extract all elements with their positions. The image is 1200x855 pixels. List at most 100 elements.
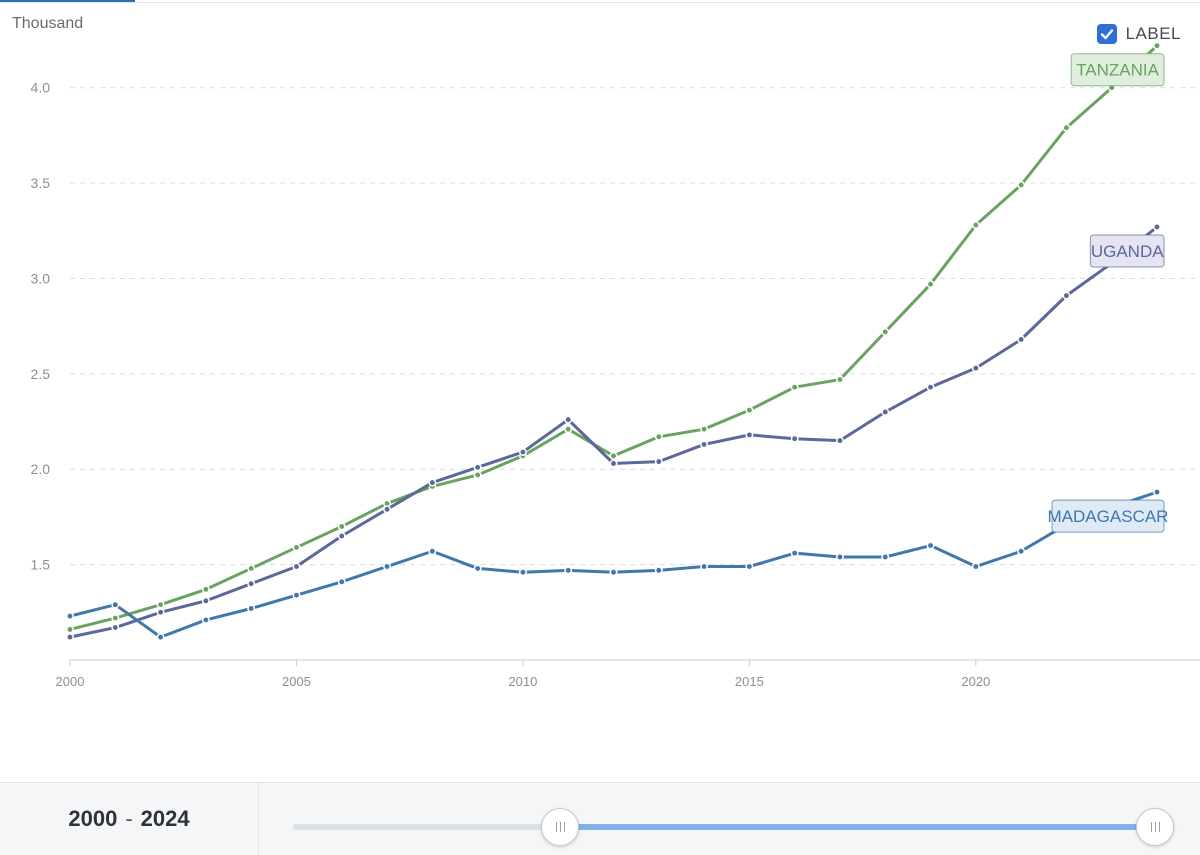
data-point-uganda[interactable]	[337, 532, 346, 540]
data-point-tanzania[interactable]	[790, 383, 799, 392]
data-point-uganda[interactable]	[971, 364, 980, 373]
data-point-uganda[interactable]	[518, 448, 527, 457]
data-point-tanzania[interactable]	[881, 327, 890, 336]
data-point-tanzania[interactable]	[564, 425, 573, 434]
data-point-madagascar[interactable]	[518, 568, 527, 577]
data-point-madagascar[interactable]	[66, 612, 74, 621]
data-point-uganda[interactable]	[1017, 335, 1026, 344]
data-point-madagascar[interactable]	[1153, 488, 1161, 497]
series-line-tanzania[interactable]	[68, 44, 1159, 631]
data-point-tanzania[interactable]	[700, 425, 709, 434]
data-point-madagascar[interactable]	[836, 553, 844, 561]
data-point-tanzania[interactable]	[1062, 123, 1071, 132]
x-tick-label: 2020	[961, 674, 990, 689]
data-point-madagascar[interactable]	[654, 566, 663, 575]
range-bar: 2000 - 2024	[0, 782, 1200, 855]
data-point-madagascar[interactable]	[881, 553, 890, 561]
series-label-box	[1051, 499, 1165, 533]
data-point-tanzania[interactable]	[473, 471, 482, 479]
data-point-madagascar[interactable]	[337, 577, 346, 586]
label-toggle[interactable]: LABEL	[1096, 24, 1181, 44]
data-point-madagascar[interactable]	[247, 604, 256, 613]
y-axis-unit-label: Thousand	[12, 15, 84, 32]
data-point-madagascar[interactable]	[971, 562, 980, 571]
data-point-madagascar[interactable]	[111, 600, 120, 609]
series-label-box	[1089, 234, 1165, 268]
x-tick-label: 2000	[56, 674, 85, 689]
series-label-text: UGANDA	[1091, 242, 1164, 261]
data-point-tanzania[interactable]	[292, 543, 301, 552]
data-point-madagascar[interactable]	[564, 566, 573, 575]
series-layer	[66, 41, 1161, 642]
range-end: 2024	[140, 806, 190, 831]
data-point-madagascar[interactable]	[201, 615, 210, 624]
data-point-uganda[interactable]	[700, 440, 709, 449]
data-point-uganda[interactable]	[790, 434, 799, 443]
label-checkbox[interactable]	[1096, 24, 1117, 44]
data-point-uganda[interactable]	[564, 415, 573, 424]
y-tick-label: 4.0	[31, 80, 51, 96]
range-start-handle[interactable]	[541, 808, 579, 846]
grid-layer	[70, 87, 1200, 566]
data-point-tanzania[interactable]	[971, 221, 980, 229]
y-tick-label: 3.0	[31, 270, 51, 286]
data-point-uganda[interactable]	[428, 478, 437, 487]
data-point-tanzania[interactable]	[836, 375, 844, 384]
grip-icon	[555, 822, 565, 832]
y-tick-label: 2.0	[31, 461, 51, 477]
data-point-uganda[interactable]	[654, 457, 663, 466]
data-point-madagascar[interactable]	[745, 562, 754, 571]
data-point-uganda[interactable]	[926, 383, 935, 392]
data-point-uganda[interactable]	[111, 623, 120, 632]
data-point-tanzania[interactable]	[247, 564, 256, 573]
data-point-madagascar[interactable]	[292, 591, 301, 600]
data-point-uganda[interactable]	[836, 436, 844, 445]
series-label-text: MADAGASCAR	[1048, 507, 1169, 526]
series-label-layer: TANZANIA UGANDA MADAGASCAR	[1048, 53, 1169, 533]
data-point-tanzania[interactable]	[745, 406, 754, 415]
data-point-tanzania[interactable]	[1017, 181, 1026, 189]
data-point-madagascar[interactable]	[700, 562, 709, 571]
data-point-madagascar[interactable]	[428, 547, 437, 556]
x-tick-label: 2015	[735, 674, 764, 689]
y-tick-label: 1.5	[31, 557, 51, 573]
data-point-uganda[interactable]	[881, 408, 890, 416]
data-point-tanzania[interactable]	[156, 600, 165, 609]
data-point-uganda[interactable]	[1062, 291, 1071, 300]
range-end-handle[interactable]	[1136, 808, 1174, 846]
data-point-tanzania[interactable]	[201, 585, 210, 594]
range-slider-selection[interactable]	[560, 824, 1155, 830]
data-point-tanzania[interactable]	[609, 451, 618, 460]
range-separator: -	[125, 806, 133, 831]
data-point-tanzania[interactable]	[926, 280, 935, 289]
data-point-uganda[interactable]	[201, 596, 210, 605]
x-tick-label: 2005	[282, 674, 311, 689]
data-point-tanzania[interactable]	[654, 432, 663, 441]
data-point-madagascar[interactable]	[1017, 547, 1026, 556]
data-point-uganda[interactable]	[609, 459, 618, 468]
data-point-madagascar[interactable]	[156, 633, 165, 642]
data-point-uganda[interactable]	[292, 562, 301, 571]
data-point-madagascar[interactable]	[790, 549, 799, 558]
data-point-tanzania[interactable]	[66, 625, 74, 634]
data-point-uganda[interactable]	[745, 430, 754, 439]
data-point-madagascar[interactable]	[926, 541, 935, 550]
data-point-madagascar[interactable]	[609, 568, 618, 577]
data-point-tanzania[interactable]	[111, 614, 120, 622]
data-point-tanzania[interactable]	[1153, 41, 1161, 50]
data-point-uganda[interactable]	[473, 463, 482, 472]
series-label-box	[1070, 53, 1165, 87]
data-point-uganda[interactable]	[247, 579, 256, 588]
data-point-madagascar[interactable]	[473, 564, 482, 573]
series-label-madagascar: MADAGASCAR	[1048, 499, 1169, 533]
checkmark-icon	[1100, 29, 1113, 40]
top-divider	[0, 2, 1200, 3]
data-point-uganda[interactable]	[156, 608, 165, 617]
data-point-uganda[interactable]	[1153, 223, 1161, 231]
series-label-uganda: UGANDA	[1089, 234, 1165, 268]
data-point-uganda[interactable]	[66, 633, 74, 642]
data-point-tanzania[interactable]	[337, 522, 346, 531]
series-label-text: TANZANIA	[1076, 61, 1159, 80]
data-point-madagascar[interactable]	[383, 562, 391, 571]
data-point-uganda[interactable]	[383, 505, 391, 514]
